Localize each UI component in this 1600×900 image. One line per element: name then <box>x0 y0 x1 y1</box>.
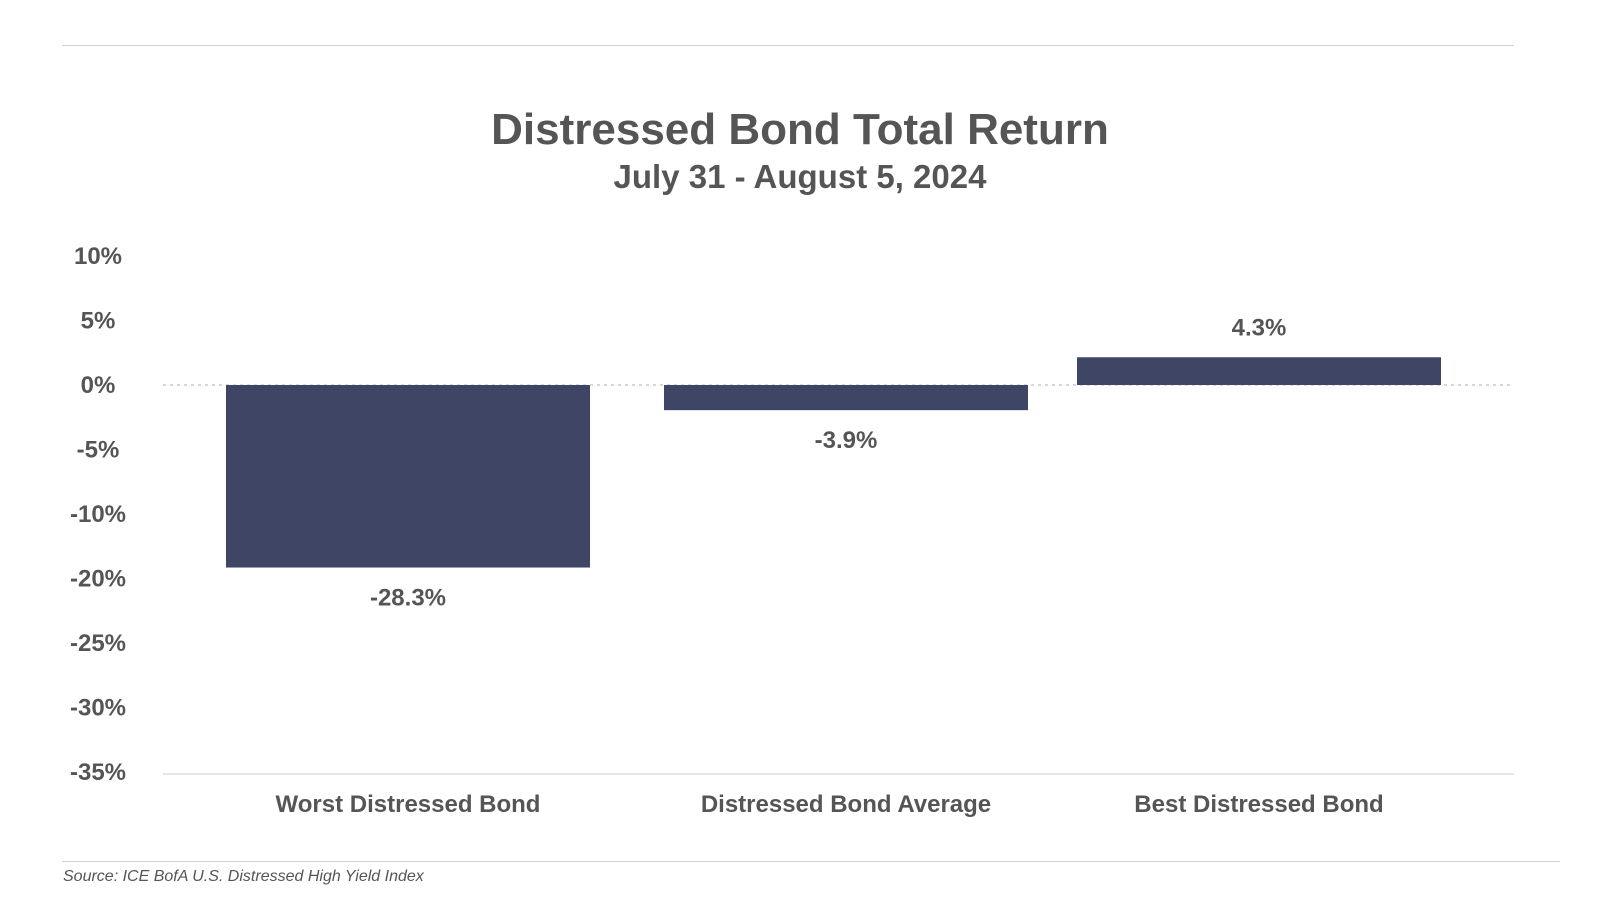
bars <box>226 357 1441 568</box>
bottom-divider <box>62 861 1560 862</box>
y-tick-label: -10% <box>70 501 126 528</box>
data-labels: -28.3% -3.9% 4.3% <box>370 314 1286 611</box>
y-tick-label: -35% <box>70 759 126 786</box>
category-labels: Worst Distressed Bond Distressed Bond Ave… <box>276 791 1384 818</box>
data-label-0: -28.3% <box>370 585 446 612</box>
bar-0 <box>226 385 590 568</box>
y-tick-label: -5% <box>77 437 120 464</box>
category-label-0: Worst Distressed Bond <box>276 791 541 818</box>
bar-1 <box>664 385 1028 411</box>
y-tick-label: 10% <box>74 243 122 270</box>
y-tick-label: -25% <box>70 630 126 657</box>
y-axis-ticks: 10% 5% 0% -5% -10% -20% -25% -30% -35% <box>70 243 126 786</box>
y-tick-label: 0% <box>81 372 116 399</box>
y-tick-label: 5% <box>81 308 116 335</box>
data-label-2: 4.3% <box>1232 314 1287 341</box>
category-label-1: Distressed Bond Average <box>701 791 991 818</box>
bar-2 <box>1077 357 1441 385</box>
top-divider <box>62 45 1514 46</box>
data-label-1: -3.9% <box>815 427 878 454</box>
y-tick-label: -30% <box>70 695 126 722</box>
chart-title: Distressed Bond Total Return <box>491 105 1109 154</box>
category-label-2: Best Distressed Bond <box>1134 791 1383 818</box>
chart-subtitle: July 31 - August 5, 2024 <box>613 158 987 195</box>
source-note: Source: ICE BofA U.S. Distressed High Yi… <box>63 868 424 885</box>
y-tick-label: -20% <box>70 566 126 593</box>
